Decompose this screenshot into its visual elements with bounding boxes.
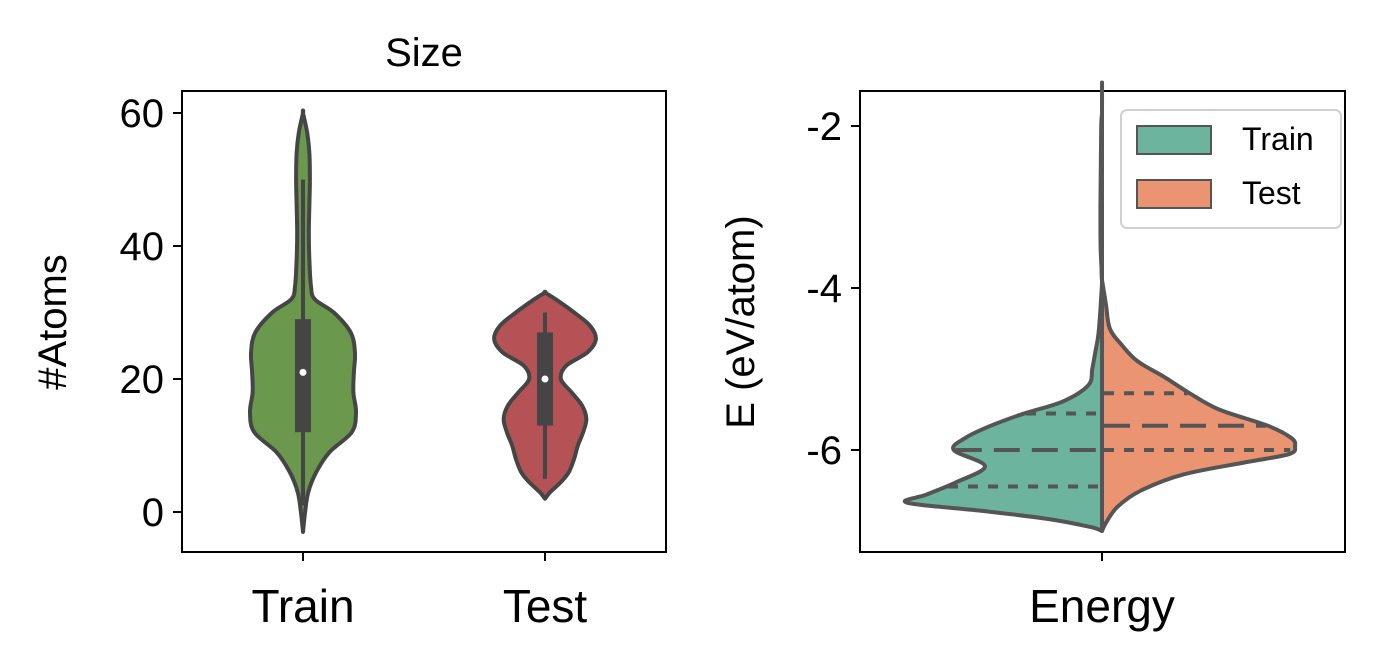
right-ytick-label: -2: [806, 105, 842, 149]
legend: Train Test: [1120, 109, 1342, 229]
legend-label-train: Train: [1242, 121, 1314, 157]
split-violin-train: [902, 80, 1105, 533]
legend-swatch-test: [1136, 179, 1212, 209]
median-point-train: [299, 368, 307, 376]
left-xtick-label: Train: [251, 580, 354, 632]
left-ytick-label: 0: [142, 491, 164, 535]
split-violin-test: [1099, 258, 1298, 533]
left-ytick-label: 20: [120, 358, 165, 402]
left-xtick-label: Test: [503, 580, 588, 632]
median-point-test: [541, 375, 549, 383]
right-panel: E (eV/atom) -2 -4 -6 Energy Train Test: [719, 80, 1346, 632]
left-panel: Size #Atoms 0 20 40 60 Train Test: [31, 31, 667, 632]
left-ytick-label: 60: [120, 92, 165, 136]
left-ylabel: #Atoms: [31, 254, 75, 390]
right-ytick-label: -4: [806, 267, 842, 311]
left-frame: [181, 90, 667, 553]
left-ytick-label: 40: [120, 225, 165, 269]
legend-swatch-train: [1136, 125, 1212, 155]
right-ylabel: E (eV/atom): [719, 215, 763, 428]
legend-label-test: Test: [1242, 175, 1301, 211]
right-ytick-label: -6: [806, 429, 842, 473]
right-plot-area: -2 -4 -6 Energy: [806, 80, 1346, 632]
left-plot-area: 0 20 40 60 Train Test: [120, 90, 667, 632]
right-xtick-label: Energy: [1029, 580, 1175, 632]
left-title: Size: [385, 31, 463, 75]
